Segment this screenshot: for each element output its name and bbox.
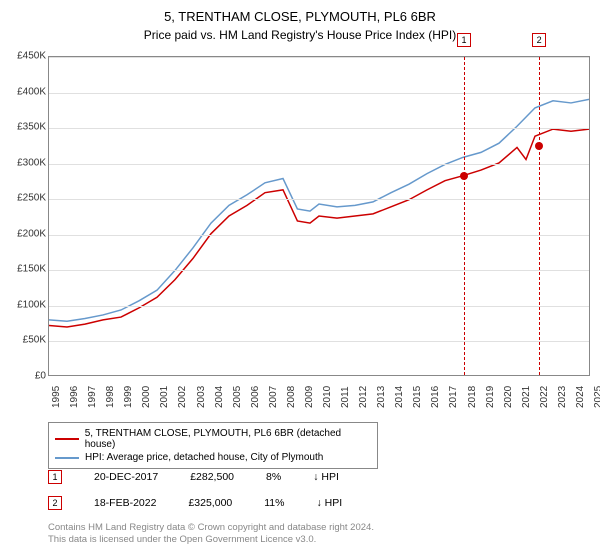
y-axis-tick: £250K (17, 193, 46, 204)
y-axis-tick: £150K (17, 264, 46, 275)
x-axis-tick: 1997 (87, 386, 98, 408)
x-axis-tick: 2007 (268, 386, 279, 408)
chart-subtitle: Price paid vs. HM Land Registry's House … (0, 26, 600, 42)
x-axis-tick: 2023 (557, 386, 568, 408)
x-axis-tick: 2020 (503, 386, 514, 408)
legend-label: 5, TRENTHAM CLOSE, PLYMOUTH, PL6 6BR (de… (85, 428, 371, 450)
plot-area: 12 (48, 56, 590, 376)
chart-title: 5, TRENTHAM CLOSE, PLYMOUTH, PL6 6BR (0, 0, 600, 26)
legend-item: HPI: Average price, detached house, City… (55, 451, 371, 464)
marker-pct: 11% (264, 497, 284, 509)
x-axis-tick: 2000 (141, 386, 152, 408)
marker-badge: 2 (532, 33, 546, 47)
x-axis-tick: 2002 (177, 386, 188, 408)
legend-label: HPI: Average price, detached house, City… (85, 452, 323, 463)
x-axis-tick: 2006 (250, 386, 261, 408)
x-axis-tick: 2015 (412, 386, 423, 408)
x-axis-tick: 2016 (430, 386, 441, 408)
x-axis-tick: 1995 (51, 386, 62, 408)
marker-table: 1 20-DEC-2017 £282,500 8% ↓ HPI 2 18-FEB… (48, 464, 342, 516)
y-axis-tick: £400K (17, 86, 46, 97)
marker-badge: 1 (48, 470, 62, 484)
x-axis-tick: 1998 (105, 386, 116, 408)
legend-item: 5, TRENTHAM CLOSE, PLYMOUTH, PL6 6BR (de… (55, 427, 371, 451)
y-axis-tick: £50K (23, 335, 46, 346)
marker-price: £325,000 (188, 497, 232, 509)
footer-attribution: Contains HM Land Registry data © Crown c… (48, 522, 374, 547)
y-axis-tick: £450K (17, 51, 46, 62)
x-axis-tick: 2012 (358, 386, 369, 408)
marker-date: 20-DEC-2017 (94, 471, 158, 483)
x-axis-tick: 2008 (286, 386, 297, 408)
marker-price: £282,500 (190, 471, 234, 483)
x-axis-tick: 2010 (322, 386, 333, 408)
marker-dir: ↓ HPI (313, 471, 339, 483)
y-axis-tick: £100K (17, 299, 46, 310)
marker-badge: 2 (48, 496, 62, 510)
footer-line: Contains HM Land Registry data © Crown c… (48, 522, 374, 534)
x-axis-tick: 2025 (593, 386, 600, 408)
y-axis-tick: £350K (17, 122, 46, 133)
x-axis-tick: 1999 (123, 386, 134, 408)
x-axis-tick: 2009 (304, 386, 315, 408)
chart-container: 5, TRENTHAM CLOSE, PLYMOUTH, PL6 6BR Pri… (0, 0, 600, 560)
y-axis-tick: £0 (35, 371, 46, 382)
x-axis-tick: 2003 (196, 386, 207, 408)
marker-pct: 8% (266, 471, 281, 483)
x-axis-tick: 2022 (539, 386, 550, 408)
chart-svg (49, 57, 589, 375)
x-axis-tick: 2014 (394, 386, 405, 408)
marker-row: 2 18-FEB-2022 £325,000 11% ↓ HPI (48, 490, 342, 516)
x-axis-tick: 2021 (521, 386, 532, 408)
legend-swatch (55, 457, 79, 459)
y-axis-tick: £200K (17, 228, 46, 239)
x-axis-tick: 1996 (69, 386, 80, 408)
marker-row: 1 20-DEC-2017 £282,500 8% ↓ HPI (48, 464, 342, 490)
x-axis-tick: 2018 (467, 386, 478, 408)
x-axis-tick: 2004 (214, 386, 225, 408)
marker-dir: ↓ HPI (317, 497, 343, 509)
x-axis-tick: 2001 (159, 386, 170, 408)
x-axis-tick: 2017 (448, 386, 459, 408)
marker-badge: 1 (457, 33, 471, 47)
legend: 5, TRENTHAM CLOSE, PLYMOUTH, PL6 6BR (de… (48, 422, 378, 469)
footer-line: This data is licensed under the Open Gov… (48, 534, 374, 546)
x-axis-tick: 2024 (575, 386, 586, 408)
x-axis-tick: 2011 (340, 386, 351, 408)
x-axis-tick: 2019 (485, 386, 496, 408)
legend-swatch (55, 438, 79, 440)
marker-dot (535, 142, 543, 150)
y-axis-tick: £300K (17, 157, 46, 168)
x-axis-tick: 2013 (376, 386, 387, 408)
marker-date: 18-FEB-2022 (94, 497, 156, 509)
x-axis-tick: 2005 (232, 386, 243, 408)
marker-dot (460, 172, 468, 180)
